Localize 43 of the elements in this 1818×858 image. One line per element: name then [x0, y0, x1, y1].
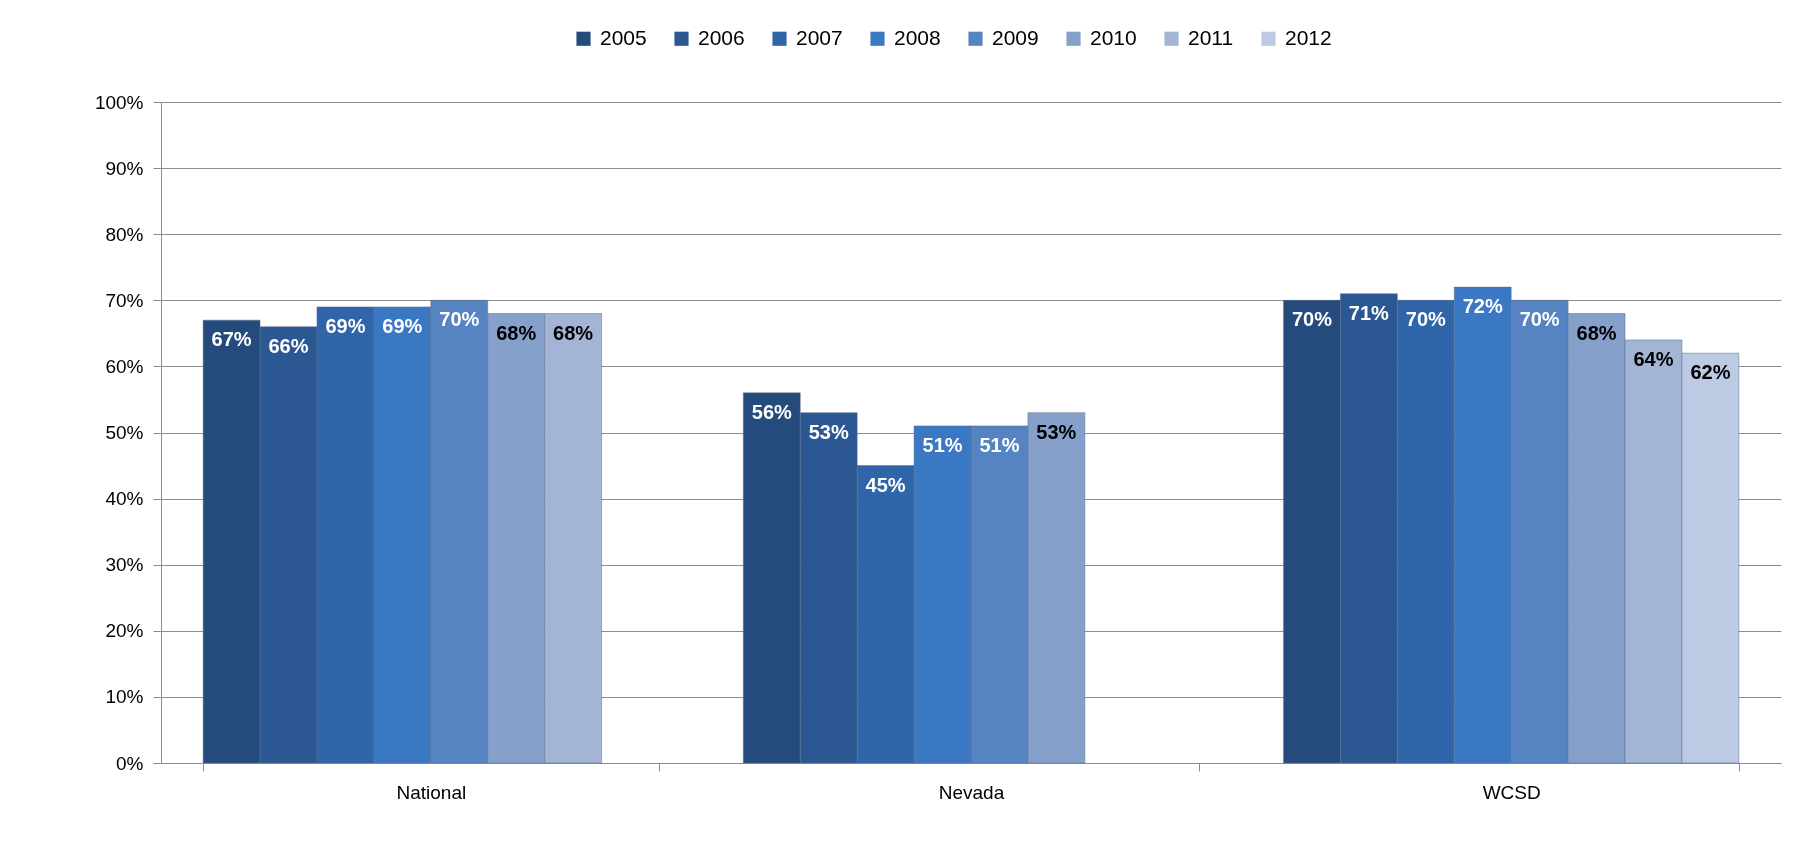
data-label: 68%: [1576, 321, 1617, 344]
legend-label: 2010: [1090, 25, 1137, 49]
data-label: 51%: [979, 433, 1020, 456]
legend-label: 2011: [1188, 25, 1234, 49]
y-tick-label: 70%: [105, 289, 144, 311]
legend-label: 2009: [992, 25, 1039, 49]
x-tick-label: Nevada: [938, 781, 1005, 803]
legend-label: 2008: [894, 25, 941, 49]
y-tick-label: 10%: [105, 686, 144, 708]
y-tick-label: 0%: [116, 752, 144, 774]
data-label: 69%: [382, 314, 423, 337]
y-tick-label: 50%: [105, 422, 144, 443]
data-label: 70%: [1405, 308, 1447, 331]
legend-label: 2005: [600, 25, 647, 49]
data-label: 68%: [496, 321, 537, 344]
y-tick-label: 100%: [94, 91, 144, 113]
data-label: 70%: [1291, 308, 1333, 331]
data-label: 69%: [325, 314, 366, 337]
y-tick-label: 40%: [105, 488, 144, 510]
data-label: 68%: [553, 321, 594, 344]
data-label: 53%: [808, 420, 849, 443]
y-tick-label: 20%: [105, 620, 144, 642]
y-tick-label: 90%: [105, 157, 144, 179]
legend-label: 2006: [698, 25, 745, 49]
data-label: 70%: [439, 308, 480, 331]
data-label: 51%: [922, 433, 963, 456]
y-tick-label: 60%: [105, 355, 144, 377]
y-tick-label: 80%: [105, 223, 144, 245]
data-label: 71%: [1348, 301, 1390, 324]
y-tick-label: 30%: [105, 554, 144, 576]
data-label: 53%: [1036, 420, 1077, 443]
x-tick-label: WCSD: [1482, 781, 1541, 803]
data-label: 64%: [1633, 347, 1674, 370]
legend-label: 2007: [796, 25, 843, 49]
data-label: 62%: [1690, 361, 1731, 384]
data-label: 72%: [1462, 295, 1503, 318]
data-label: 70%: [1519, 308, 1560, 331]
legend-label: 2012: [1285, 25, 1332, 49]
data-label: 66%: [268, 334, 309, 357]
data-label: 67%: [211, 328, 252, 351]
data-label: 56%: [751, 400, 793, 423]
x-tick-label: National: [396, 781, 467, 803]
data-label: 45%: [865, 473, 906, 496]
